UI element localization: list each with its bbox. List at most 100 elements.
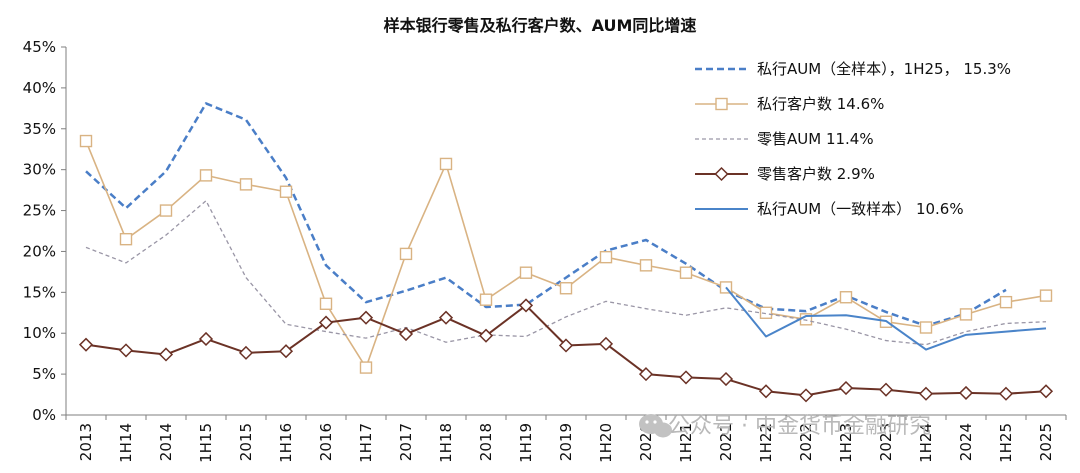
x-tick-label: 2025 (1037, 423, 1055, 461)
legend-marker (714, 166, 729, 182)
data-point (558, 338, 574, 353)
legend-label: 零售AUM 11.4% (757, 130, 874, 148)
data-point (359, 361, 373, 374)
data-point (839, 291, 853, 304)
x-tick-label: 1H19 (517, 423, 535, 463)
x-tick-label: 2021 (717, 423, 735, 461)
y-tick-label: 35% (23, 120, 56, 138)
x-tick-label: 1H24 (917, 423, 935, 463)
data-point (639, 259, 653, 272)
x-tick-label: 2015 (237, 423, 255, 461)
data-point (79, 134, 93, 148)
legend-label: 零售客户数 2.9% (757, 165, 875, 183)
data-point (118, 343, 134, 358)
data-point (998, 386, 1014, 401)
x-tick-label: 1H23 (837, 423, 855, 463)
data-point (518, 298, 534, 313)
series-line (85, 200, 1047, 346)
data-point (758, 384, 774, 399)
x-tick-label: 1H20 (597, 423, 615, 463)
data-point (398, 326, 414, 342)
legend-entry: 私行AUM（全样本），1H25， 15.3% (695, 60, 1011, 78)
data-point (278, 344, 294, 359)
y-tick-label: 5% (32, 365, 56, 383)
series-2 (79, 134, 1053, 374)
data-point (438, 310, 454, 325)
data-point (878, 382, 894, 397)
legend-entry: 私行AUM（一致样本） 10.6% (695, 200, 964, 218)
data-point (919, 321, 933, 334)
y-tick-label: 10% (23, 324, 56, 342)
legend-marker (715, 97, 728, 111)
data-point (719, 281, 733, 294)
watermark-text: 公众号 · 中金货币金融研究 (668, 414, 931, 439)
x-tick-label: 2018 (477, 423, 495, 461)
data-point (679, 266, 693, 279)
data-point (279, 185, 293, 198)
data-point (238, 345, 254, 360)
data-point (599, 250, 613, 264)
series-4 (78, 298, 1054, 403)
data-point (198, 331, 214, 347)
data-point (838, 380, 854, 396)
data-point (439, 157, 453, 171)
series-line (725, 286, 1047, 351)
data-point (759, 306, 773, 319)
data-point (319, 297, 333, 310)
data-point (478, 328, 494, 343)
data-point (559, 282, 573, 295)
x-tick-label: 2024 (957, 423, 975, 461)
wechat-icon (639, 414, 672, 438)
data-point (598, 336, 614, 351)
legend-entry: 零售客户数 2.9% (695, 165, 875, 183)
x-tick-label: 1H16 (277, 423, 295, 463)
series-line (85, 102, 1007, 328)
data-point (239, 178, 253, 191)
legend-label: 私行AUM（一致样本） 10.6% (757, 200, 964, 218)
y-tick-label: 0% (32, 406, 56, 424)
data-point (158, 347, 174, 362)
x-tick-label: 1H18 (437, 423, 455, 463)
legend: 私行AUM（全样本），1H25， 15.3% 私行客户数 14.6% 零售AUM 1… (695, 60, 1011, 218)
data-point (318, 315, 334, 330)
data-point (1038, 384, 1054, 399)
data-point (798, 388, 814, 403)
data-point (399, 247, 413, 261)
data-point (519, 266, 533, 279)
legend-entry: 零售AUM 11.4% (695, 130, 874, 148)
data-point (999, 295, 1013, 309)
data-point (1039, 289, 1053, 302)
series-layer (78, 102, 1054, 403)
x-tick-label: 2023 (877, 423, 895, 461)
legend-entry: 私行客户数 14.6% (695, 95, 884, 113)
y-tick-label: 20% (23, 242, 56, 260)
x-tick-label: 2013 (77, 423, 95, 461)
data-point (718, 371, 734, 387)
y-tick-label: 25% (23, 202, 56, 220)
y-tick-label: 30% (23, 161, 56, 179)
data-point (958, 385, 974, 400)
y-tick-label: 45% (23, 38, 56, 56)
legend-label: 私行AUM（全样本），1H25， 15.3% (757, 60, 1011, 78)
chart-title: 样本银行零售及私行客户数、AUM同比增速 (384, 16, 697, 35)
x-tick-label: 1H14 (117, 423, 135, 463)
series-1 (85, 102, 1007, 328)
x-tick-label: 2017 (397, 423, 415, 461)
data-point (119, 232, 133, 246)
y-tick-label: 40% (23, 79, 56, 97)
series-5 (725, 286, 1047, 351)
watermark: 公众号 · 中金货币金融研究 (639, 414, 931, 439)
x-tick-label: 2014 (157, 423, 175, 461)
x-tick-label: 1H21 (677, 423, 695, 463)
data-point (78, 337, 94, 352)
x-tick-label: 1H17 (357, 423, 375, 463)
data-point (199, 169, 213, 182)
data-point (358, 310, 374, 325)
y-tick-label: 15% (23, 283, 56, 301)
data-point (678, 370, 694, 385)
x-tick-label: 1H25 (997, 423, 1015, 463)
data-point (159, 204, 173, 217)
x-tick-label: 1H22 (757, 423, 775, 463)
data-point (918, 386, 934, 401)
